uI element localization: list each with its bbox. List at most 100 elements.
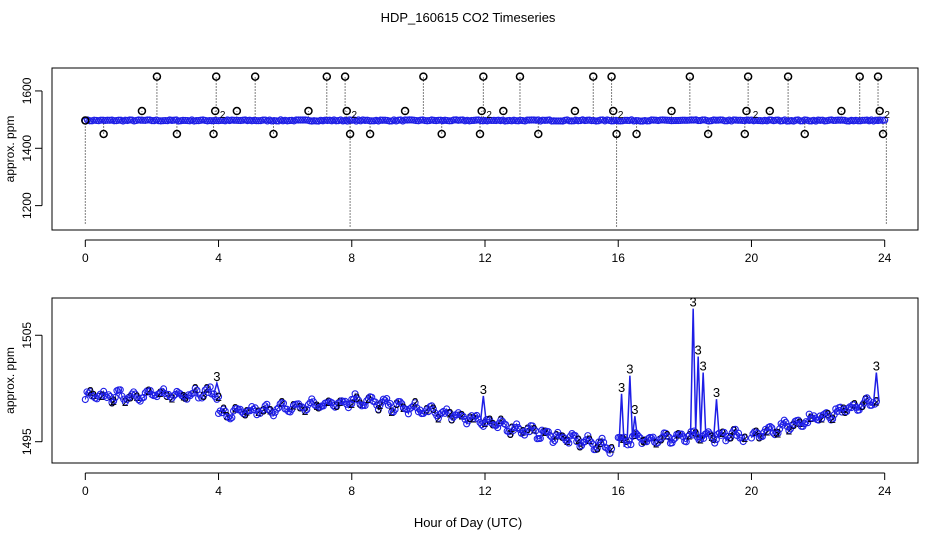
data-point <box>365 117 374 125</box>
data-point <box>603 444 611 452</box>
flag-label: 2 <box>435 411 442 425</box>
data-point <box>550 117 558 125</box>
data-point <box>683 116 691 124</box>
flag-label: 2 <box>278 395 285 409</box>
flagged-point <box>703 129 713 139</box>
data-point <box>556 117 565 125</box>
flag-label: 2 <box>764 424 771 438</box>
data-point <box>622 437 630 445</box>
flag-label: 2 <box>741 431 748 445</box>
flagged-point <box>800 129 810 139</box>
data-point <box>368 117 376 125</box>
data-point <box>774 429 782 437</box>
data-point <box>299 116 307 124</box>
data-point <box>434 116 442 124</box>
data-point <box>836 116 844 124</box>
data-point <box>140 393 148 402</box>
data-point <box>714 430 722 438</box>
flag-label: 2 <box>447 406 454 420</box>
data-point <box>523 116 531 124</box>
data-point <box>274 404 283 412</box>
data-point <box>126 394 134 402</box>
spike-line <box>699 372 707 437</box>
flag-label: 2 <box>873 395 880 409</box>
flagged-point <box>878 129 888 139</box>
data-point <box>829 415 837 423</box>
flagged-point <box>340 72 350 81</box>
data-point <box>650 116 658 124</box>
data-point <box>429 405 437 413</box>
data-point <box>233 404 241 412</box>
flagged-point <box>400 106 410 116</box>
data-point <box>502 420 510 429</box>
flagged-point <box>475 129 485 139</box>
data-point <box>727 433 735 442</box>
flag-label: 3 <box>577 440 584 454</box>
data-point <box>468 116 476 125</box>
flagged-point <box>783 72 793 81</box>
flag-label: 2 <box>192 381 199 395</box>
x-tick-label: 8 <box>348 484 355 498</box>
flag-label: 2 <box>110 394 117 408</box>
data-point <box>361 401 369 410</box>
spike-line <box>631 416 639 440</box>
data-point <box>98 392 106 400</box>
spike-flag-label: 3 <box>695 343 702 358</box>
data-point <box>536 434 544 442</box>
data-point <box>313 402 321 410</box>
data-point <box>805 117 813 125</box>
data-point <box>747 434 756 442</box>
flag-label: 2 <box>786 424 793 438</box>
data-point <box>272 117 280 125</box>
x-tick-label: 0 <box>82 484 89 498</box>
data-point <box>818 415 826 423</box>
data-point <box>170 392 178 400</box>
flagged-point <box>322 72 332 81</box>
x-tick-label: 12 <box>478 251 492 265</box>
data-point <box>490 116 498 125</box>
flagged-point <box>269 129 278 139</box>
data-point <box>368 393 376 401</box>
data-point <box>377 116 385 124</box>
y-tick-label: 1200 <box>20 192 34 219</box>
data-point <box>636 117 645 125</box>
data-point <box>276 400 284 408</box>
data-point <box>105 391 113 399</box>
flagged-point <box>172 129 182 139</box>
flagged-point <box>742 106 751 116</box>
data-point <box>782 418 790 426</box>
data-point <box>596 439 605 447</box>
data-point <box>401 116 409 124</box>
flag-label: 2 <box>818 412 825 426</box>
data-point <box>351 390 359 398</box>
spike-flag-label: 3 <box>713 385 720 400</box>
data-point <box>663 116 671 124</box>
data-point <box>878 116 887 124</box>
data-point <box>667 117 676 125</box>
data-point <box>663 432 671 440</box>
data-point <box>198 394 206 402</box>
data-point <box>758 432 766 441</box>
flag-label: 3 <box>430 402 437 416</box>
spike-flag-label: 3 <box>480 382 487 397</box>
flag-label: 2 <box>531 422 538 436</box>
data-point <box>386 399 394 408</box>
flagged-point <box>534 129 543 139</box>
x-tick-label: 4 <box>215 251 222 265</box>
data-point <box>254 408 263 416</box>
data-point <box>670 116 678 125</box>
data-point <box>644 434 652 443</box>
flagged-point <box>589 72 598 81</box>
data-point <box>130 388 138 396</box>
plot-frame <box>51 67 919 231</box>
spike-line <box>689 308 697 438</box>
data-point <box>587 438 595 446</box>
data-point <box>139 116 147 124</box>
data-point <box>438 409 446 417</box>
data-point <box>670 436 678 444</box>
data-point <box>208 117 216 125</box>
data-point <box>711 439 719 447</box>
flagged-point <box>477 106 486 116</box>
flagged-point <box>137 106 147 116</box>
